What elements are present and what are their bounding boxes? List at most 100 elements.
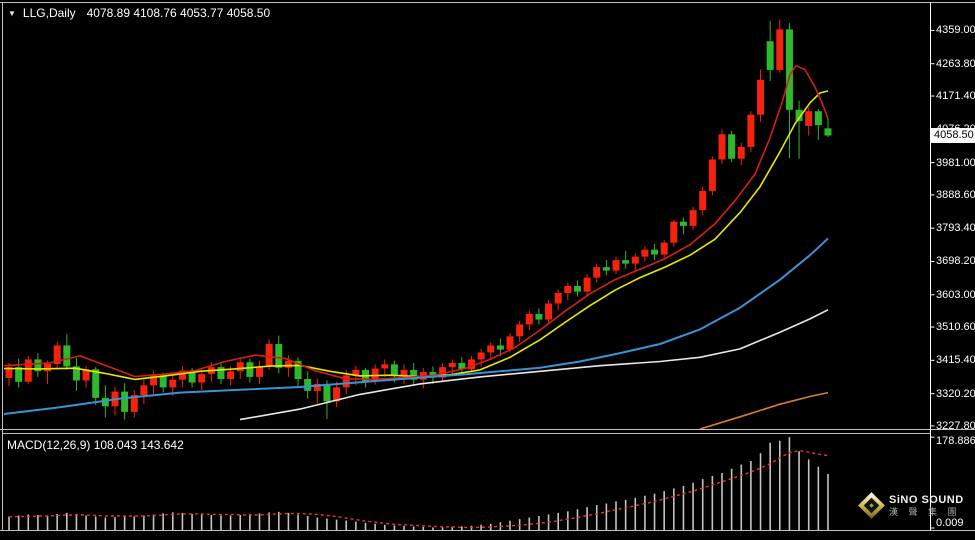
candle-body bbox=[169, 379, 177, 388]
candle-body bbox=[631, 256, 639, 264]
price-tick-label: 3793.40 bbox=[936, 222, 975, 235]
candle-body bbox=[458, 362, 466, 370]
price-tick-label: 3320.20 bbox=[936, 387, 975, 400]
ohlc-values: 4078.89 4108.76 4053.77 4058.50 bbox=[86, 6, 271, 20]
candle-body bbox=[708, 159, 716, 191]
price-tick-label: 4263.80 bbox=[936, 57, 975, 70]
candle-body bbox=[92, 369, 100, 398]
candle-body bbox=[44, 363, 52, 372]
candle-body bbox=[660, 242, 668, 255]
candle-body bbox=[728, 134, 736, 159]
logo-brand-text: SiNO SOUND bbox=[889, 494, 964, 506]
candle-body bbox=[487, 345, 495, 353]
candle-body bbox=[275, 344, 283, 368]
candle-body bbox=[718, 134, 726, 160]
candle-body bbox=[294, 360, 302, 380]
price-tick-label: 3510.60 bbox=[936, 321, 975, 334]
candle-body bbox=[525, 313, 533, 325]
candle-body bbox=[159, 375, 167, 388]
price-tick-label: 3415.40 bbox=[936, 354, 975, 367]
candle-body bbox=[679, 221, 687, 226]
candle-body bbox=[641, 249, 649, 257]
candle-body bbox=[824, 128, 832, 136]
candle-body bbox=[236, 362, 244, 372]
ma-yellow-fast bbox=[3, 90, 829, 381]
candle-body bbox=[130, 395, 138, 412]
candle-body bbox=[448, 362, 456, 368]
candle-body bbox=[651, 249, 659, 255]
candle-body bbox=[82, 369, 90, 381]
candle-body bbox=[304, 379, 312, 391]
candle-body bbox=[439, 367, 447, 378]
candle-body bbox=[776, 29, 784, 70]
price-tick-label: 4171.40 bbox=[936, 90, 975, 103]
candle-body bbox=[573, 286, 581, 292]
candle-body bbox=[178, 370, 186, 380]
current-price-box: 4058.50 bbox=[931, 127, 975, 143]
indicator-label: MACD(12,26,9) 108.043 143.642 bbox=[7, 438, 184, 452]
symbol-dropdown-icon[interactable]: ▼ bbox=[8, 8, 16, 18]
candle-body bbox=[410, 369, 418, 380]
macd-axis-max-label: 178.886 bbox=[936, 435, 975, 448]
candle-body bbox=[390, 364, 398, 376]
candle-body bbox=[670, 221, 678, 243]
current-price-value: 4058.50 bbox=[934, 128, 974, 141]
candle-body bbox=[150, 375, 158, 386]
candle-body bbox=[256, 366, 264, 377]
candle-body bbox=[622, 260, 630, 264]
price-tick-label: 3981.00 bbox=[936, 156, 975, 169]
candle-body bbox=[766, 41, 774, 70]
candle-body bbox=[34, 359, 42, 372]
chart-title: ▼ LLG,Daily 4078.89 4108.76 4053.77 4058… bbox=[8, 6, 270, 20]
candle-body bbox=[63, 345, 71, 367]
candle-body bbox=[15, 367, 23, 382]
macd-axis-min-label: 0.009 bbox=[936, 517, 964, 529]
candle-body bbox=[737, 146, 745, 159]
candle-body bbox=[400, 369, 408, 376]
candle-body bbox=[188, 370, 196, 383]
candle-body bbox=[689, 210, 697, 226]
candle-body bbox=[535, 313, 543, 320]
candle-body bbox=[72, 366, 80, 381]
ma-red-fast bbox=[3, 64, 829, 381]
candle-body bbox=[602, 267, 610, 271]
candle-body bbox=[516, 324, 524, 337]
candle-body bbox=[593, 267, 601, 278]
candle-body bbox=[496, 345, 504, 350]
candle-body bbox=[313, 383, 321, 391]
candle-body bbox=[545, 303, 553, 320]
candle-body bbox=[785, 29, 793, 110]
candle-body bbox=[757, 79, 765, 115]
candle-body bbox=[53, 345, 61, 364]
candle-body bbox=[323, 383, 331, 402]
sino-sound-logo: SiNO SOUND 漢 聲 集 團 bbox=[858, 492, 964, 519]
candle-body bbox=[805, 111, 813, 126]
candle-body bbox=[217, 367, 225, 380]
candle-body bbox=[747, 114, 755, 147]
candle-body bbox=[814, 111, 822, 126]
candle-body bbox=[284, 360, 292, 368]
candle-body bbox=[381, 364, 389, 369]
price-tick-label: 4359.00 bbox=[936, 24, 975, 37]
candle-body bbox=[467, 359, 475, 370]
candle-body bbox=[24, 359, 32, 382]
price-tick-label: 3227.80 bbox=[936, 419, 975, 432]
candle-body bbox=[583, 277, 591, 292]
ma-orange-slowest bbox=[699, 391, 829, 430]
candle-body bbox=[506, 336, 514, 350]
diamond-logo-icon bbox=[858, 492, 885, 519]
candle-body bbox=[246, 362, 254, 377]
candle-body bbox=[477, 352, 485, 360]
ma-white-slow bbox=[239, 309, 829, 421]
candle-body bbox=[140, 385, 148, 396]
candle-body bbox=[554, 292, 562, 304]
candle-body bbox=[333, 387, 341, 402]
candle-body bbox=[5, 367, 13, 378]
candle-body bbox=[227, 371, 235, 380]
macd-signal-line bbox=[8, 449, 829, 529]
candle-body bbox=[699, 190, 707, 211]
price-tick-label: 3698.20 bbox=[936, 255, 975, 268]
candle-body bbox=[795, 109, 803, 121]
